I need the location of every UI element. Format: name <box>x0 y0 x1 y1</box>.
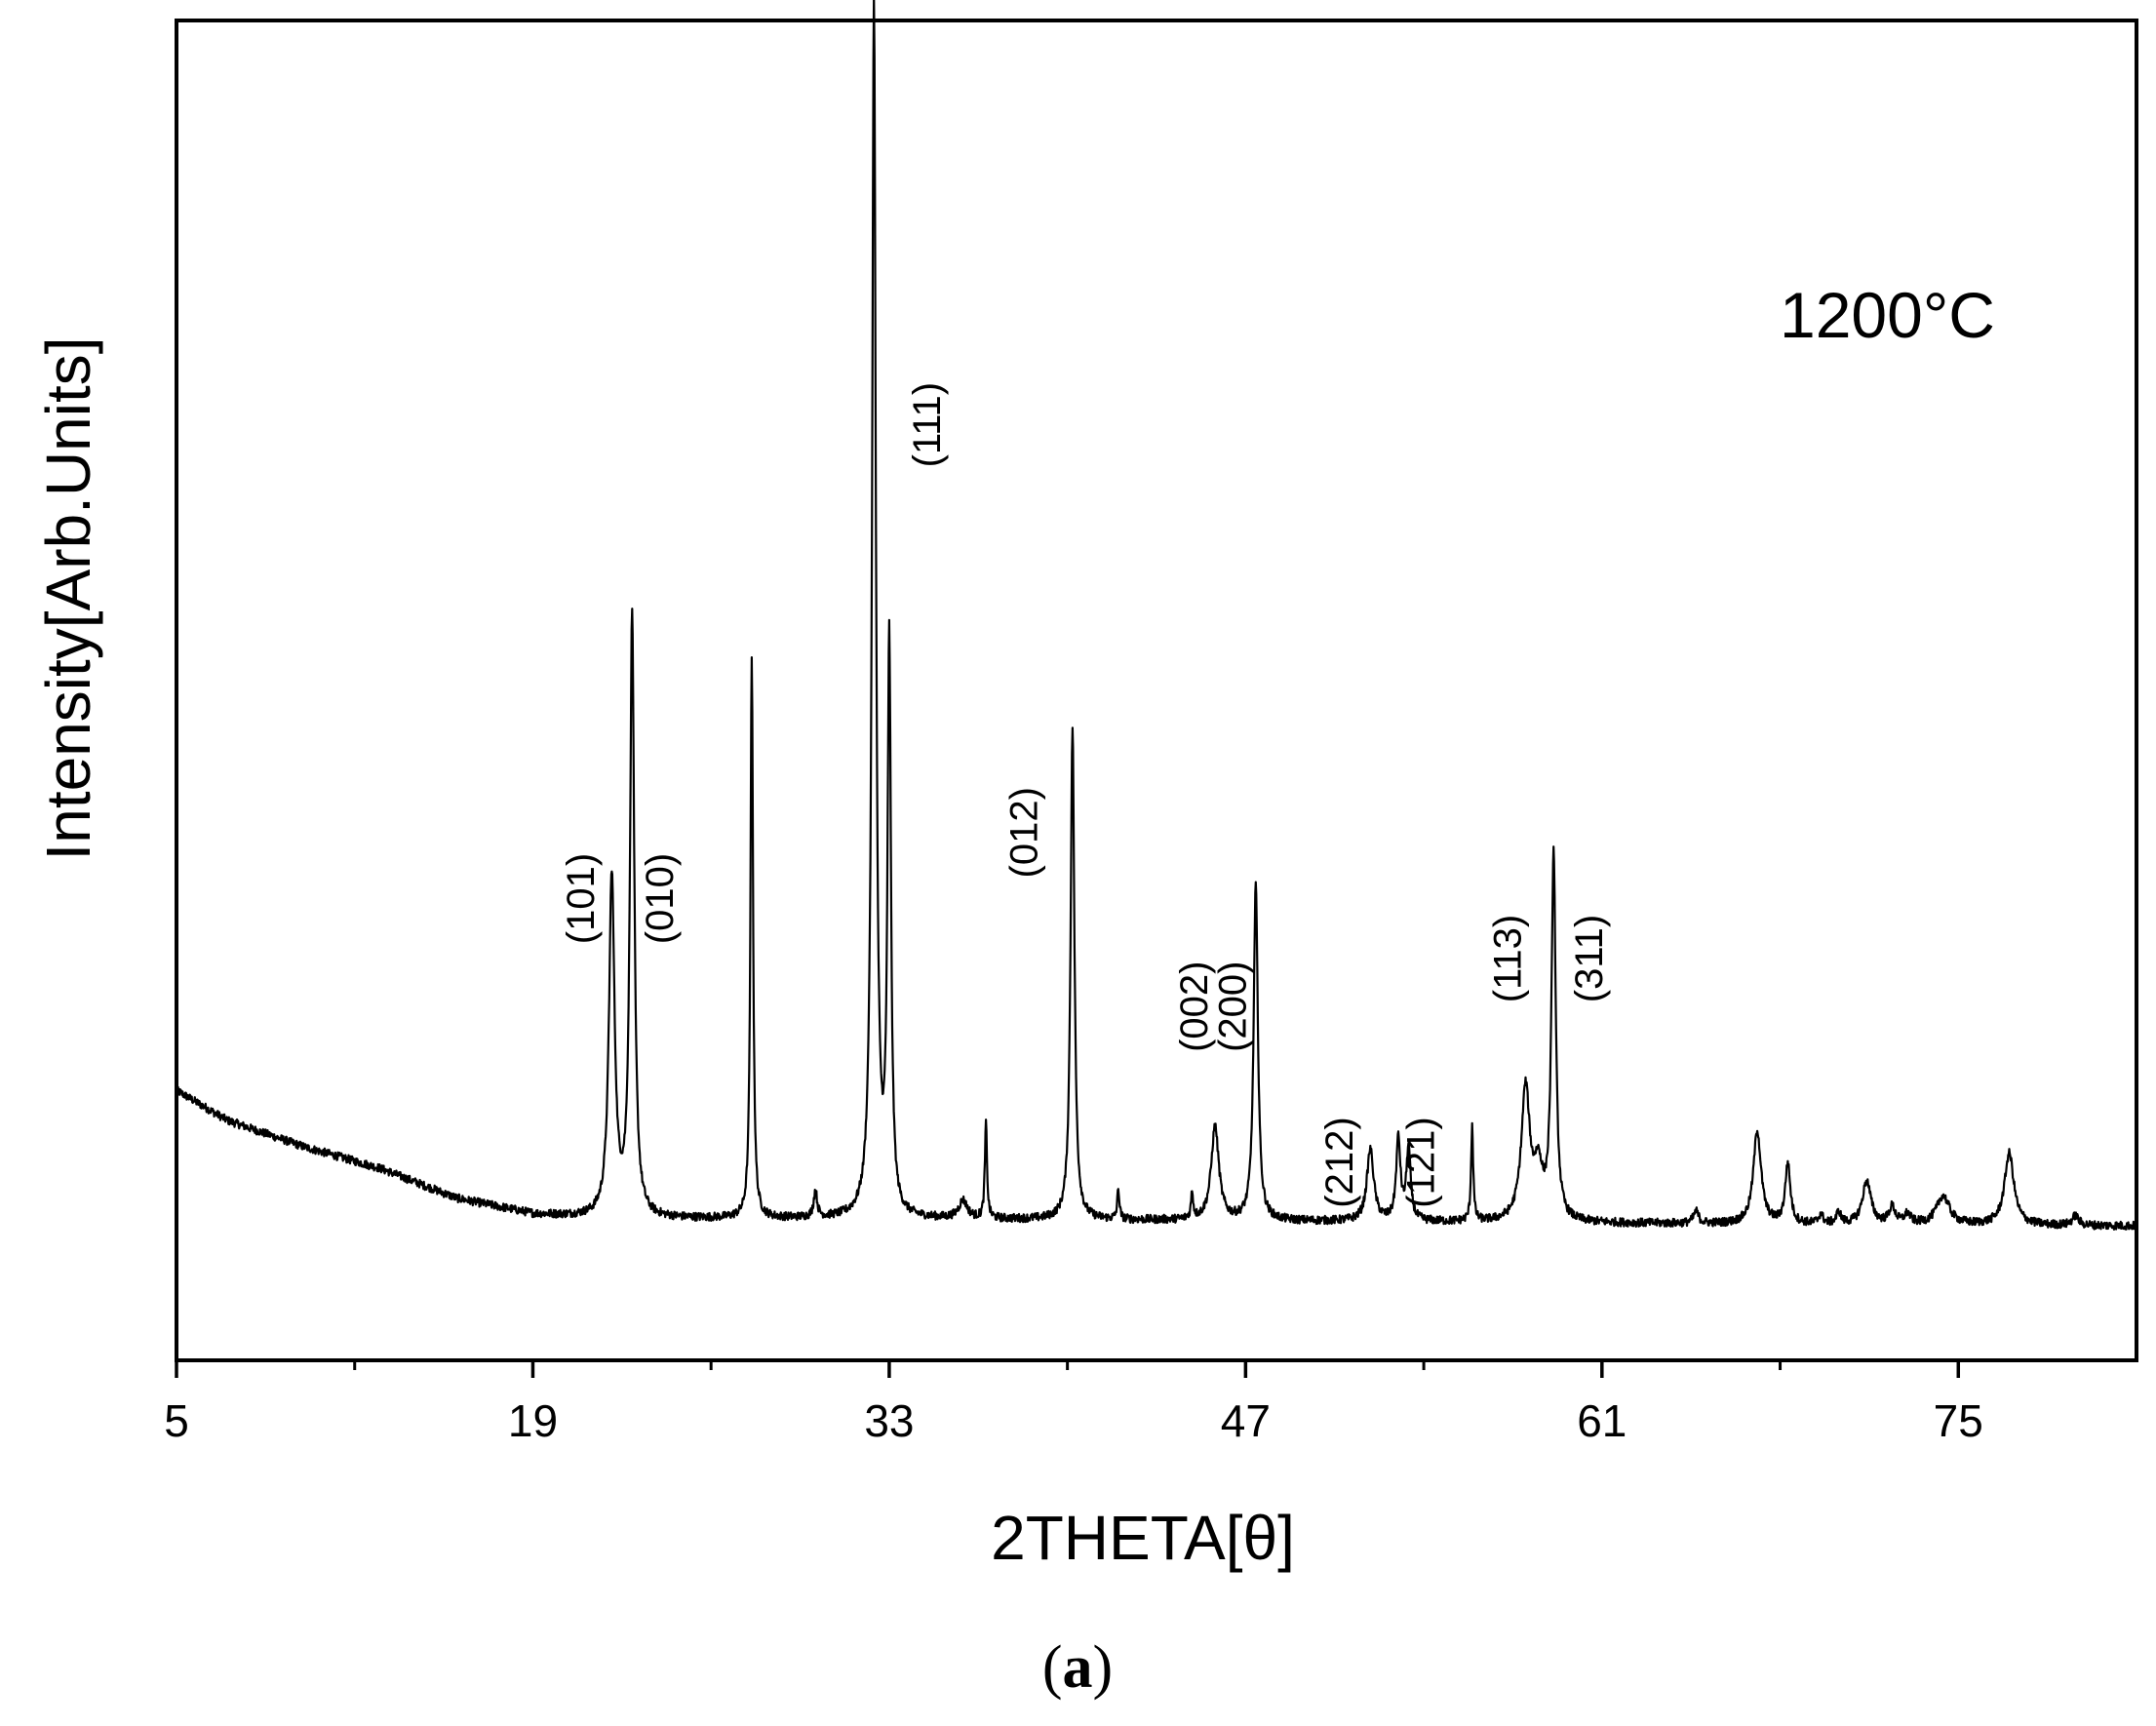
x-tick-label: 5 <box>164 1395 189 1446</box>
xrd-pattern-line <box>175 0 2137 1231</box>
peak-label: (212) <box>1318 1117 1361 1207</box>
peak-label: (111) <box>906 382 949 467</box>
y-axis-title: Intensity[Arb.Units] <box>33 336 103 860</box>
peak-label: (012) <box>1002 787 1045 878</box>
x-tick-label: 19 <box>508 1395 558 1446</box>
x-tick-label: 33 <box>864 1395 914 1446</box>
peak-label: (101) <box>560 853 603 944</box>
peak-label: (311) <box>1568 915 1611 1002</box>
x-tick-label: 47 <box>1221 1395 1271 1446</box>
panel-label-open: ( <box>1042 1634 1063 1701</box>
peak-label: (200) <box>1211 961 1254 1052</box>
peak-labels: (101) (010) (111) (012) (002)(200) (212) (121)… <box>560 382 1611 1208</box>
panel-label-letter: a <box>1063 1634 1093 1701</box>
x-tick-label: 75 <box>1934 1395 1983 1446</box>
x-axis-title: 2THETA[θ] <box>991 1503 1295 1573</box>
peak-label: (121) <box>1400 1117 1443 1207</box>
peak-label: (002) <box>1173 961 1216 1052</box>
x-axis-ticks: 5 19 33 47 61 75 <box>164 1360 1983 1446</box>
temperature-annotation: 1200°C <box>1780 279 1995 351</box>
peak-label: (113) <box>1486 915 1529 1002</box>
x-tick-label: 61 <box>1577 1395 1627 1446</box>
plot-frame <box>175 19 2138 1362</box>
panel-label: (a) <box>1042 1634 1113 1701</box>
panel-label-close: ) <box>1093 1634 1114 1701</box>
peak-label: (010) <box>639 853 682 944</box>
